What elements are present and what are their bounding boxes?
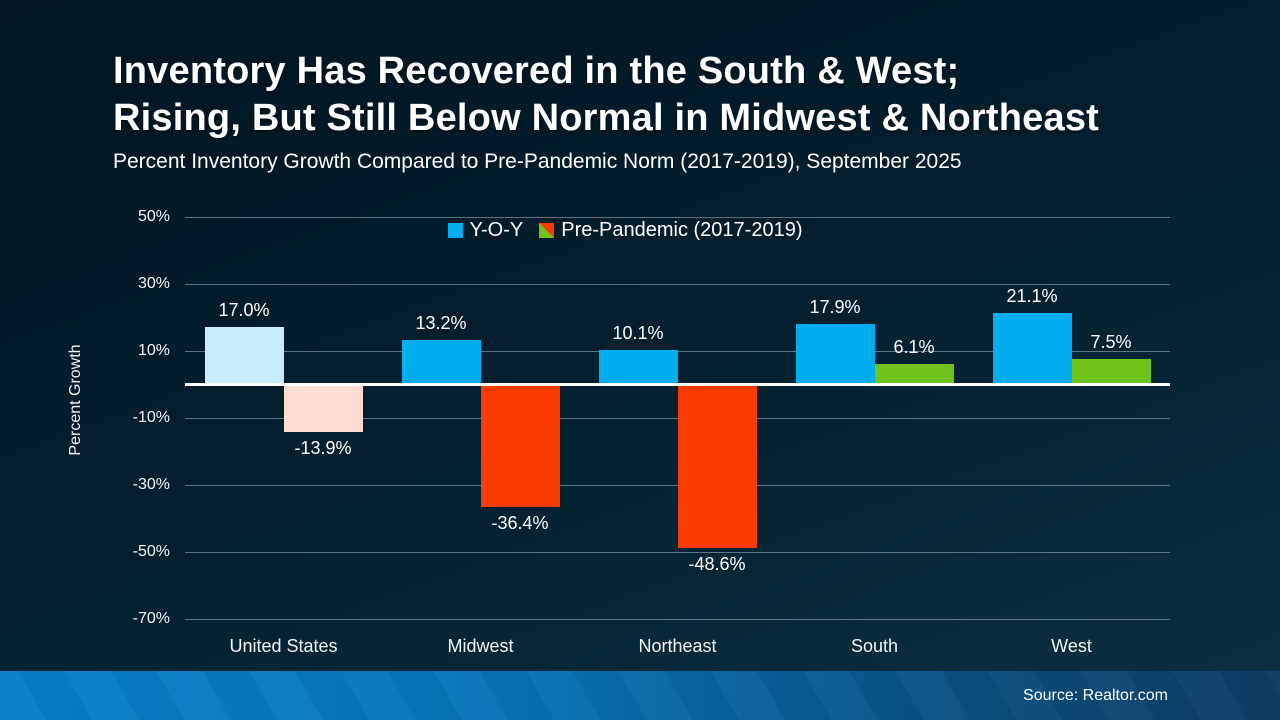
- y-tick-label: -70%: [132, 609, 170, 627]
- bar-value-label: 6.1%: [893, 336, 935, 357]
- bar-value-label: -13.9%: [294, 437, 352, 458]
- y-axis-title-text: Percent Growth: [67, 344, 84, 456]
- bar-pre-pandemic-2017-2019-midwest: [480, 385, 560, 507]
- gridline--70%: [185, 618, 1170, 620]
- y-tick-label: -30%: [132, 475, 170, 493]
- bar-value-label: 13.2%: [415, 312, 467, 333]
- bar-value-label: 21.1%: [1006, 286, 1058, 307]
- zero-axis-line: [185, 382, 1170, 386]
- legend-item-pre-pandemic-2017-2019-: Pre-Pandemic (2017-2019): [539, 219, 802, 242]
- bar-value-label: 17.9%: [809, 297, 861, 317]
- gridline-10%: [185, 350, 1170, 352]
- y-tick-label: 50%: [137, 207, 170, 225]
- y-tick-label: -50%: [132, 542, 170, 560]
- x-category-label-midwest: Midwest: [447, 636, 514, 656]
- legend-label: Y-O-Y: [469, 219, 524, 241]
- chart-subtitle: Percent Inventory Growth Compared to Pre…: [113, 150, 962, 173]
- chart-legend: Y-O-Y Pre-Pandemic (2017-2019): [0, 219, 1250, 242]
- bar-y-o-y-northeast: [598, 350, 678, 384]
- bar-pre-pandemic-2017-2019-south: [874, 363, 954, 384]
- x-category-label-west: West: [1051, 636, 1092, 656]
- legend-label: Pre-Pandemic (2017-2019): [561, 219, 803, 241]
- legend-swatch: [539, 223, 555, 238]
- y-tick-label: 10%: [137, 341, 170, 359]
- bar-value-label: 7.5%: [1090, 331, 1132, 352]
- x-category-label-south: South: [850, 636, 899, 656]
- footer-bar: Source: Realtor.com: [0, 671, 1280, 720]
- source-attribution: Source: Realtor.com: [1023, 686, 1168, 704]
- bar-pre-pandemic-2017-2019-west: [1071, 358, 1151, 384]
- bar-y-o-y-south: [795, 324, 875, 384]
- page-title-line2: Rising, But Still Below Normal in Midwes…: [113, 97, 1100, 139]
- gridline-30%: [185, 283, 1170, 285]
- page-title-line1: Inventory Has Recovered in the South & W…: [113, 50, 960, 92]
- bar-y-o-y-west: [992, 313, 1072, 384]
- page-title: Inventory Has Recovered in the South & W…: [113, 48, 1099, 142]
- bar-pre-pandemic-2017-2019-united-states: [283, 385, 363, 432]
- y-tick-label: -10%: [132, 408, 170, 426]
- gridline--50%: [185, 551, 1170, 553]
- x-category-label-northeast: Northeast: [638, 636, 717, 656]
- x-category-label-united-states: United States: [229, 636, 338, 656]
- legend-item-y-o-y: Y-O-Y: [447, 219, 524, 242]
- bar-value-label: -36.4%: [491, 512, 549, 533]
- bar-pre-pandemic-2017-2019-northeast: [677, 385, 757, 548]
- gridline-50%: [185, 216, 1170, 218]
- bar-value-label: -48.6%: [688, 553, 746, 574]
- legend-swatch: [447, 223, 463, 238]
- bar-value-label: 10.1%: [612, 323, 664, 344]
- bar-y-o-y-midwest: [401, 339, 481, 384]
- y-tick-label: 30%: [137, 274, 170, 292]
- bar-y-o-y-united-states: [204, 327, 284, 385]
- bar-value-label: 17.0%: [218, 300, 270, 321]
